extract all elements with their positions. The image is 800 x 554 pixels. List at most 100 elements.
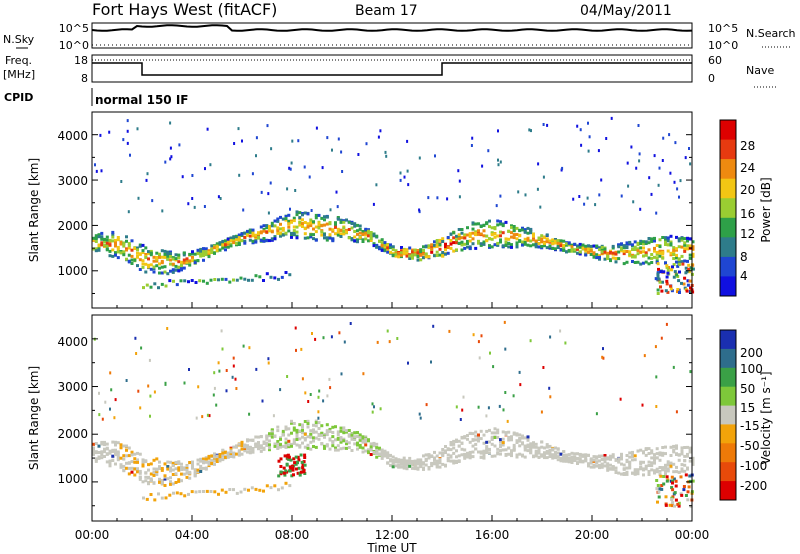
velocity-echo-cell-301 [229,455,233,458]
power-ytick-2000: 2000 [57,219,88,233]
power-echo-cell-1274 [675,260,678,264]
power-echo-cell-1227 [653,246,656,250]
power-echo-cell-429 [287,222,291,226]
power-echo-cell-1341 [243,277,247,281]
velocity-echo-cell-882 [496,431,500,435]
velocity-echo-cell-1091 [589,459,593,463]
velocity-echo-cell-858 [485,451,489,454]
power-echo-cell-450 [298,211,302,215]
power-echo-cell-489 [314,213,318,217]
power-echo-cell-40 [108,243,112,247]
velocity-echo-cell-411 [279,436,282,440]
velocity-echo-cell-169 [169,469,172,473]
power-echo-cell-644 [386,248,390,252]
xtick-1600: 16:00 [475,528,510,542]
power-echo-cell-1204 [642,261,645,265]
power-echo-cell-347 [248,234,252,238]
velocity-echo-cell-127 [149,477,153,481]
power-echo-cell-570 [353,224,357,228]
power-echo-cell-511 [325,238,329,242]
power-echo-cell-1327 [190,279,194,282]
power-echo-cell-1543 [691,263,695,267]
power-echo-cell-316 [235,241,238,245]
power-echo-cell-299 [226,240,230,244]
velocity-echo-cell-70 [122,464,126,468]
power-echo-cell-358 [254,240,258,244]
velocity-echo-cell-1586 [665,475,669,479]
power-echo-cell-584 [358,227,362,231]
power-echo-cell-382 [265,238,269,242]
power-echo-cell-729 [424,245,428,249]
velocity-echo-cell-494 [317,433,321,437]
velocity-echo-cell-820 [466,437,469,441]
power-echo-cell-818 [466,233,469,237]
power-echo-cell-65 [119,240,123,244]
velocity-echo-cell-451 [298,437,302,441]
power-echo-cell-1181 [631,248,634,251]
power-echo-cell-1203 [642,240,645,244]
power-echo-cell-1546 [676,275,680,278]
velocity-echo-cell-1541 [498,404,501,408]
velocity-echo-cell-1460 [125,379,128,382]
velocity-echo-cell-1250 [664,463,667,467]
power-echo-cell-674 [400,246,403,249]
velocity-echo-cell-1303 [688,459,692,463]
velocity-echo-cell-1552 [309,393,312,396]
power-echo-cell-1559 [678,262,682,266]
power-echo-cell-631 [380,238,384,242]
velocity-echo-cell-233 [196,462,200,466]
power-echo-cell-1224 [653,239,656,243]
velocity-echo-cell-1425 [489,351,491,355]
power-echo-cell-1450 [418,208,421,212]
velocity-echo-cell-460 [301,425,304,429]
velocity-echo-cell-1367 [293,461,297,465]
velocity-echo-cell-1355 [298,473,302,477]
velocity-echo-cell-1026 [562,459,566,463]
velocity-echo-cell-1106 [598,463,601,467]
velocity-echo-cell-787 [452,439,456,443]
power-echo-cell-1213 [647,256,651,260]
power-echo-cell-827 [468,239,472,243]
power-echo-cell-257 [207,250,211,254]
power-echo-cell-862 [485,239,489,243]
power-echo-cell-1276 [675,247,678,251]
velocity-echo-cell-965 [532,443,535,447]
velocity-echo-cell-997 [548,448,552,452]
power-echo-cell-910 [507,242,511,245]
velocity-echo-cell-245 [202,459,205,463]
power-echo-cell-115 [144,262,148,266]
velocity-echo-cell-74 [125,448,128,452]
power-echo-cell-1394 [255,136,258,140]
velocity-echo-cell-641 [383,453,387,457]
power-echo-cell-514 [325,236,329,240]
velocity-echo-cell-831 [471,438,475,442]
velocity-echo-cell-1157 [620,453,623,457]
velocity-echo-cell-1571 [677,504,681,508]
power-echo-cell-877 [493,235,497,239]
power-echo-cell-938 [521,240,524,244]
power-echo-cell-37 [108,254,112,258]
power-echo-cell-841 [477,222,480,226]
power-echo-cell-1382 [337,137,340,141]
velocity-echo-cell-869 [488,448,491,452]
velocity-echo-cell-758 [438,458,442,462]
power-echo-cell-958 [529,231,533,235]
power-echo-cell-871 [490,245,494,249]
power-echo-cell-550 [342,226,346,230]
power-colorbar-label: Power [dB] [759,177,773,242]
power-echo-cell-1269 [672,257,676,260]
velocity-echo-cell-1477 [407,361,409,365]
power-echo-cell-791 [452,231,456,235]
velocity-echo-cell-118 [144,471,148,475]
power-echo-cell-926 [515,233,519,236]
velocity-echo-cell-266 [213,459,216,463]
velocity-echo-cell-1258 [666,467,670,471]
velocity-echo-cell-1345 [288,469,291,473]
velocity-echo-cell-1514 [373,405,375,409]
velocity-echo-cell-799 [457,454,461,458]
power-echo-cell-35 [105,241,109,245]
velocity-echo-cell-609 [369,442,373,446]
power-echo-cell-1554 [662,270,666,274]
velocity-echo-cell-951 [526,445,530,449]
power-echo-cell-1408 [270,147,273,151]
